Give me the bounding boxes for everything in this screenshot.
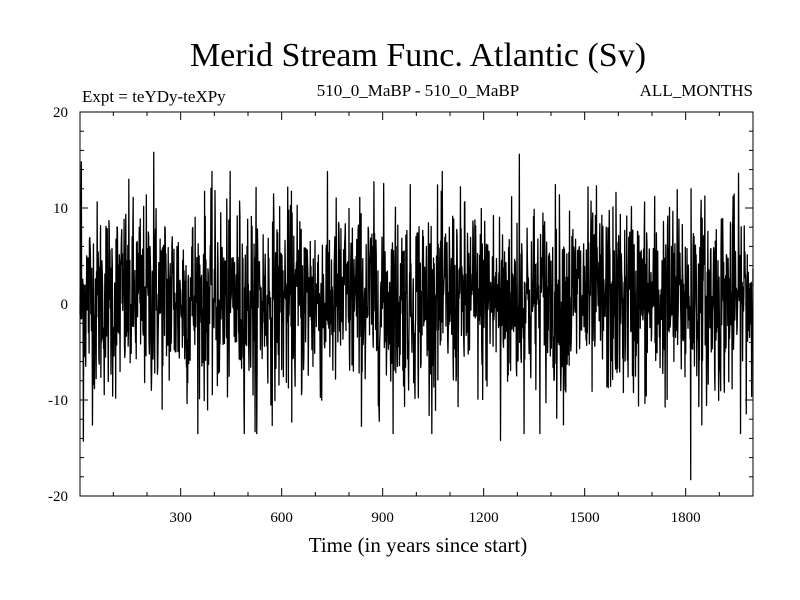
x-tick-label-2: 900 [371, 510, 394, 526]
plot-frame [79, 111, 754, 497]
x-axis-label: Time (in years since start) [309, 533, 528, 557]
tick-label-layer: -20 -10 0 10 20 300 600 900 1200 1500 1800 [48, 105, 701, 526]
tick-layer [80, 111, 754, 497]
x-tick-label-4: 1500 [570, 510, 600, 526]
y-tick-label-3: 10 [53, 201, 68, 217]
x-tick-label-0: 300 [169, 510, 192, 526]
subtitle-months: ALL_MONTHS [640, 81, 753, 100]
subtitle-period: 510_0_MaBP - 510_0_MaBP [317, 81, 519, 100]
x-tick-label-1: 600 [270, 510, 293, 526]
series-line-0 [79, 151, 754, 481]
y-tick-label-0: -20 [48, 489, 68, 505]
y-tick-label-1: -10 [48, 393, 68, 409]
x-tick-label-3: 1200 [469, 510, 499, 526]
y-tick-label-4: 20 [53, 105, 68, 121]
y-tick-label-2: 0 [61, 297, 69, 313]
data-series-layer [79, 151, 754, 481]
subtitle-expt: Expt = teYDy-teXPy [82, 87, 226, 106]
chart-title: Merid Stream Func. Atlantic (Sv) [190, 37, 646, 74]
x-tick-label-5: 1800 [671, 510, 701, 526]
